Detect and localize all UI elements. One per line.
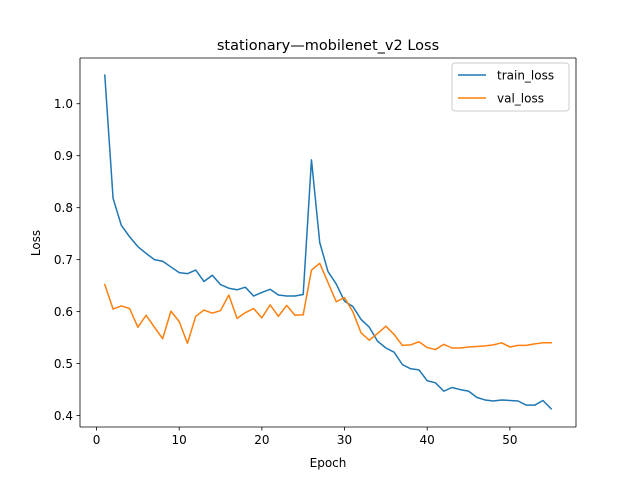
y-tick-label: 0.9: [54, 149, 73, 163]
x-tick-label: 0: [93, 433, 101, 447]
chart-title: stationary—mobilenet_v2 Loss: [217, 38, 439, 54]
y-tick-label: 0.8: [54, 201, 73, 215]
legend-label-train-loss: train_loss: [497, 69, 554, 83]
x-tick-label: 20: [254, 433, 269, 447]
series-layer: [103, 74, 553, 410]
y-tick-label: 0.7: [54, 253, 73, 267]
x-tick-label: 50: [502, 433, 517, 447]
x-tick-label: 10: [172, 433, 187, 447]
legend-label-val-loss: val_loss: [497, 92, 544, 106]
plot-frame: [79, 57, 577, 428]
x-tick-label: 40: [420, 433, 435, 447]
series-line-train-loss: [104, 74, 553, 410]
y-tick-label: 0.6: [54, 305, 73, 319]
y-axis-ticks: 0.4 0.5 0.6 0.7 0.8 0.9 1.0: [54, 97, 80, 423]
x-axis-label: Epoch: [310, 456, 347, 470]
y-tick-label: 0.5: [54, 357, 73, 371]
plot-area: [80, 58, 576, 427]
y-axis-label: Loss: [29, 230, 43, 256]
x-tick-label: 30: [337, 433, 352, 447]
y-tick-label: 1.0: [54, 97, 73, 111]
legend: train_loss val_loss: [451, 62, 570, 112]
y-tick-label: 0.4: [54, 409, 73, 423]
series-line-val-loss: [103, 262, 552, 351]
x-axis-ticks: 0 10 20 30 40 50: [93, 427, 518, 447]
